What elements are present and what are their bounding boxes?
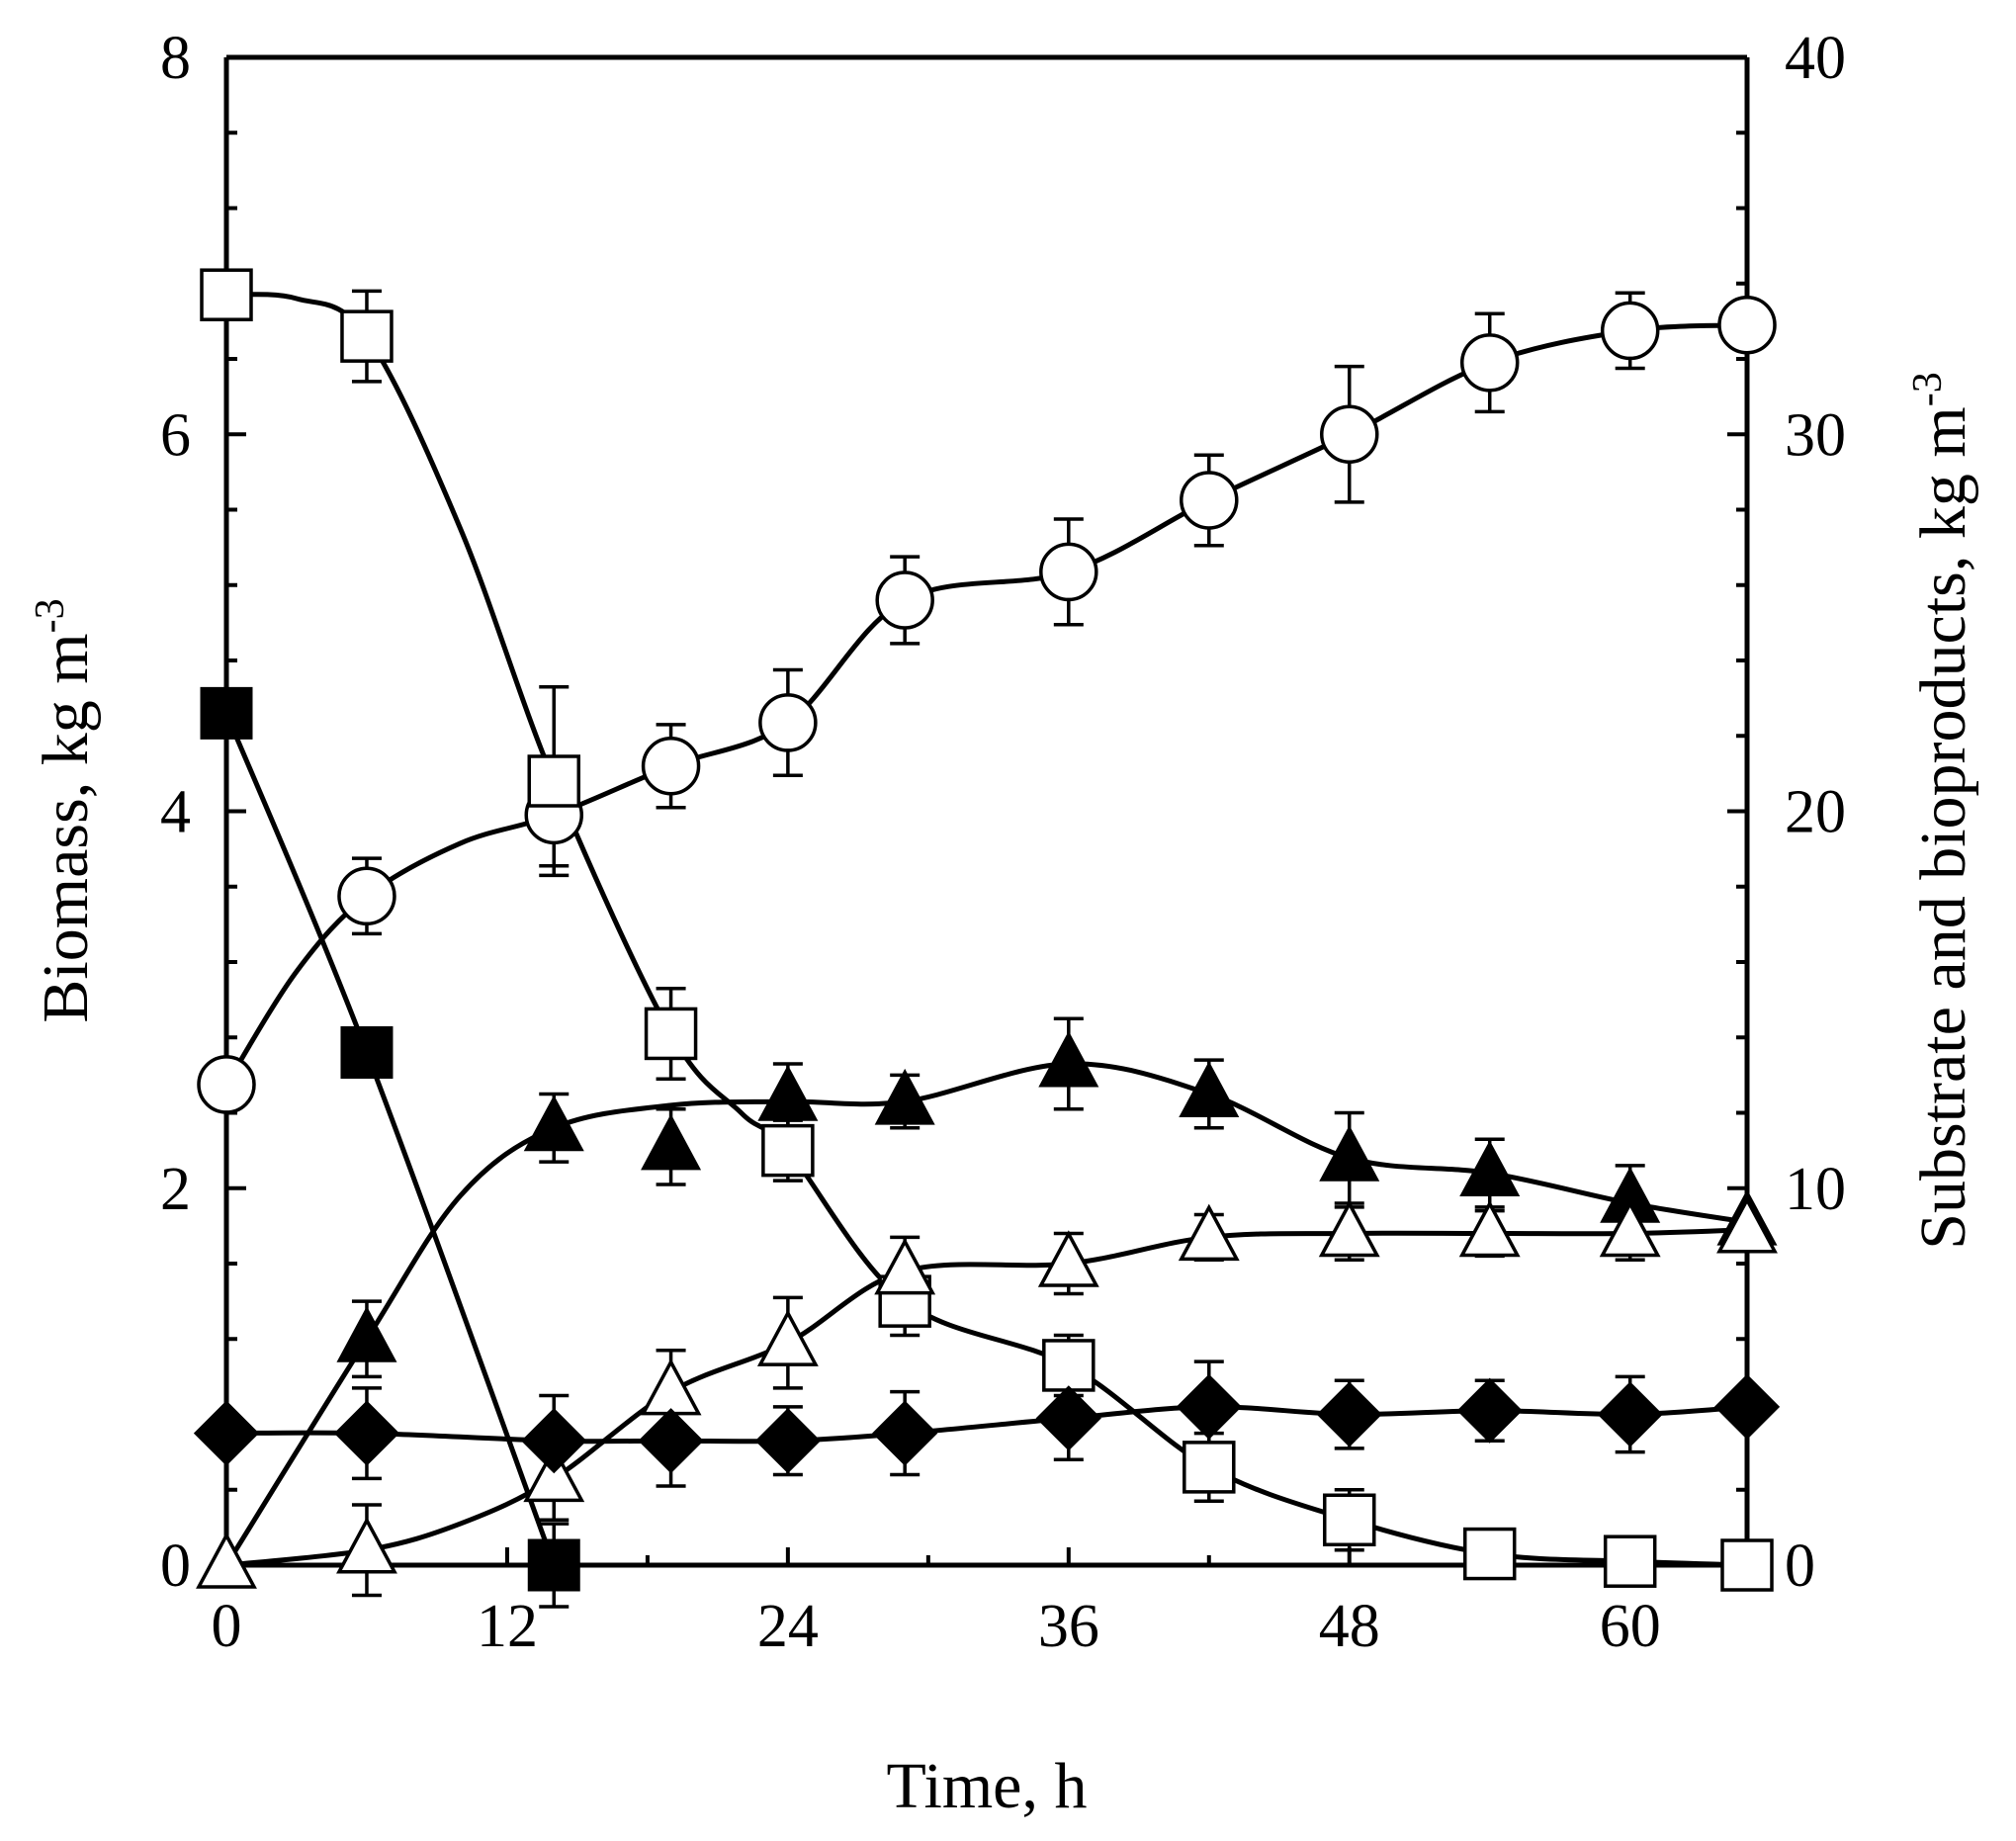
substrate-open-squares-point (644, 1007, 698, 1061)
biomass-open-circles-point (1600, 301, 1660, 361)
biomass-open-circles-point (1180, 471, 1239, 530)
y-right-tick-label: 30 (1785, 401, 1846, 469)
bioproduct-open-triangles-point (336, 1517, 397, 1574)
y-left-tick-label: 2 (160, 1156, 191, 1223)
y-axis-right-title-text: Substrate and bioproducts, kg m (1907, 406, 1979, 1249)
bioproduct-filled-diamonds-point (872, 1400, 938, 1466)
substrate-open-squares-point (1042, 1339, 1096, 1392)
substrate-open-squares-point (761, 1123, 815, 1178)
bioproduct-filled-diamonds-point (1597, 1381, 1663, 1447)
bioproduct-filled-diamonds-point (1316, 1381, 1382, 1447)
bioproduct-filled-triangles-point (641, 1113, 702, 1171)
bioproduct-filled-squares-point (527, 1538, 580, 1592)
bioproduct-open-triangles-point (1599, 1199, 1661, 1258)
bioproduct-filled-diamonds-point (638, 1408, 704, 1474)
bioproduct-filled-triangles-point (1319, 1125, 1380, 1182)
markers (193, 268, 1781, 1592)
bioproduct-filled-diamonds-point (1713, 1373, 1781, 1440)
bioproduct-filled-diamonds-point (754, 1408, 821, 1474)
bioproduct-filled-triangles-point (523, 1095, 584, 1152)
substrate-open-squares-line (225, 292, 1748, 1568)
bioproduct-filled-triangles-point (336, 1306, 397, 1362)
y-right-tick-label: 40 (1785, 25, 1846, 92)
bioproduct-open-triangles-point (874, 1237, 936, 1295)
bioproduct-filled-diamonds-point (1035, 1385, 1101, 1451)
y-axis-left-title-sup: -3 (28, 598, 73, 633)
y-left-tick-label: 4 (160, 779, 191, 846)
bioproduct-open-triangles-point (523, 1445, 585, 1503)
bioproduct-filled-squares-point (200, 686, 253, 740)
bioproduct-filled-triangles-point (874, 1068, 935, 1125)
y-left-tick-label: 0 (160, 1533, 191, 1600)
substrate-open-squares-point (200, 268, 253, 321)
x-tick-label: 12 (477, 1593, 538, 1660)
biomass-open-circles-point (641, 737, 701, 796)
bioproduct-open-triangles-point (196, 1532, 257, 1589)
x-axis-title: Time, h (887, 1750, 1088, 1822)
bioproduct-filled-squares-point (340, 1026, 394, 1079)
biomass-open-circles-point (758, 693, 818, 752)
biomass-open-circles-point (337, 866, 396, 926)
bioproduct-open-triangles-line (225, 1227, 1748, 1568)
substrate-open-squares-point (1720, 1538, 1774, 1592)
y-right-tick-label: 10 (1785, 1156, 1846, 1223)
bioproduct-filled-triangles-point (1179, 1061, 1240, 1117)
substrate-open-squares-point (1183, 1441, 1236, 1494)
y-axis-right-title-sup: -3 (1905, 372, 1951, 406)
bioproduct-open-triangles-point (640, 1358, 702, 1416)
biomass-open-circles-point (197, 1055, 256, 1114)
y-axis-right-title: Substrate and bioproducts, kg m-3 (1905, 372, 1979, 1249)
bioproduct-open-triangles-point (1318, 1199, 1380, 1258)
substrate-open-squares-point (527, 754, 581, 808)
substrate-open-squares-point (340, 309, 394, 363)
bioproduct-filled-diamonds-point (193, 1400, 260, 1466)
x-tick-label: 48 (1319, 1593, 1380, 1660)
y-left-tick-label: 8 (160, 25, 191, 92)
biomass-open-circles-point (1039, 542, 1098, 602)
substrate-open-squares-point (1462, 1527, 1517, 1581)
bioproduct-open-triangles-point (1037, 1230, 1099, 1287)
x-tick-label: 0 (212, 1593, 242, 1660)
biomass-open-circles-point (875, 570, 934, 630)
bioproduct-open-triangles-point (1458, 1199, 1521, 1258)
curves (223, 292, 1748, 1568)
bioproduct-filled-diamonds-point (1176, 1373, 1242, 1440)
x-tick-label: 24 (757, 1593, 819, 1660)
x-tick-label: 60 (1600, 1593, 1661, 1660)
biomass-open-circles-point (1459, 333, 1520, 393)
bioproduct-open-triangles-point (1178, 1203, 1240, 1262)
biomass-open-circles-point (1717, 295, 1777, 355)
bioproduct-filled-triangles-point (757, 1065, 819, 1121)
y-left-tick-label: 6 (160, 401, 191, 469)
bioproduct-filled-triangles-point (1459, 1140, 1521, 1196)
substrate-open-squares-point (1323, 1493, 1376, 1546)
bioproduct-filled-diamonds-point (521, 1408, 587, 1474)
biomass-open-circles-point (1320, 404, 1379, 464)
bioproduct-filled-triangles-line (223, 1061, 1748, 1567)
biomass-open-circles-line (223, 322, 1748, 1087)
y-right-tick-label: 0 (1785, 1533, 1815, 1600)
y-right-tick-label: 20 (1785, 779, 1846, 846)
bioproduct-filled-diamonds-point (1456, 1377, 1523, 1444)
substrate-open-squares-point (1603, 1534, 1657, 1588)
x-tick-label: 36 (1038, 1593, 1099, 1660)
bioproduct-filled-triangles-point (1038, 1030, 1099, 1088)
y-axis-left-title-text: Biomass, kg m (30, 633, 102, 1022)
bioproduct-open-triangles-point (756, 1309, 819, 1366)
bioproduct-filled-diamonds-point (333, 1400, 400, 1466)
y-axis-left-title: Biomass, kg m-3 (28, 598, 102, 1022)
bioproduct-open-triangles-point (1716, 1195, 1778, 1254)
